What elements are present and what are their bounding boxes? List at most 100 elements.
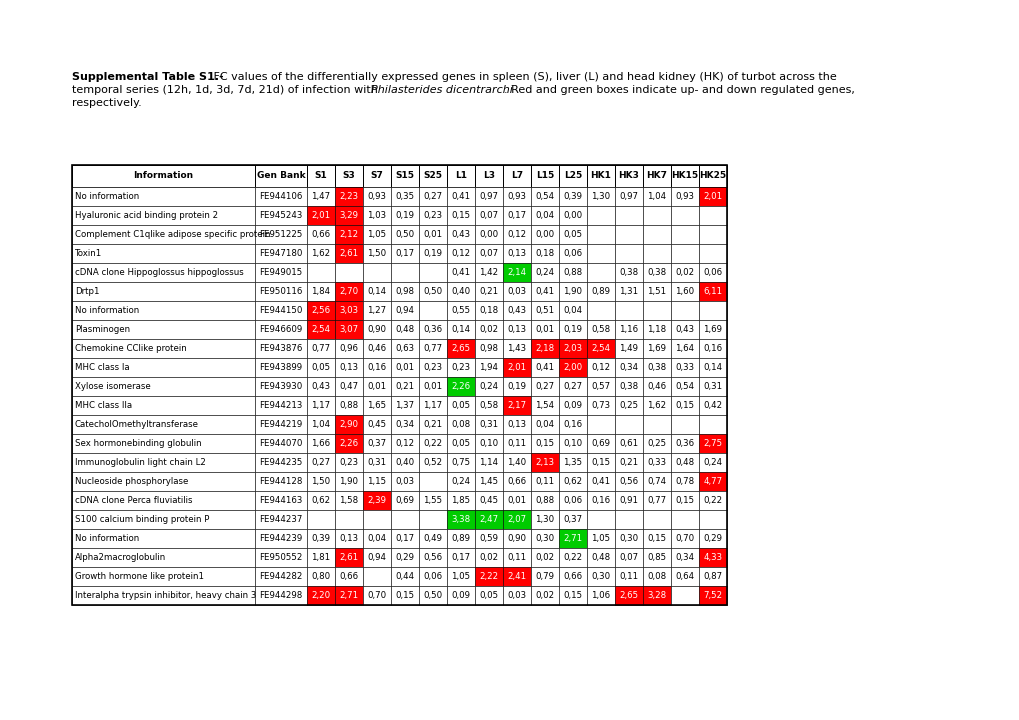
Text: 0,24: 0,24 (479, 382, 498, 391)
Bar (390, 567, 419, 586)
Text: 0,17: 0,17 (395, 249, 414, 258)
Text: 3,29: 3,29 (339, 211, 358, 220)
Text: 2,12: 2,12 (339, 230, 359, 239)
Text: 0,15: 0,15 (451, 211, 470, 220)
Text: 0,34: 0,34 (675, 553, 694, 562)
Bar (698, 225, 727, 244)
Text: HK15: HK15 (671, 171, 698, 181)
Bar (446, 358, 475, 377)
Text: 2,65: 2,65 (619, 591, 638, 600)
Bar (586, 472, 614, 491)
Bar (642, 244, 671, 263)
Bar (558, 548, 586, 567)
Bar (642, 548, 671, 567)
Text: 1,94: 1,94 (479, 363, 498, 372)
Bar (558, 225, 586, 244)
Text: Growth hormone like protein1: Growth hormone like protein1 (75, 572, 204, 581)
Bar (72, 263, 255, 282)
Bar (475, 415, 502, 434)
Text: 1,62: 1,62 (311, 249, 330, 258)
Bar (72, 225, 255, 244)
Text: 0,02: 0,02 (535, 591, 554, 600)
Bar (558, 434, 586, 453)
Bar (307, 434, 334, 453)
Bar (363, 529, 390, 548)
Bar (307, 165, 334, 187)
Text: Xylose isomerase: Xylose isomerase (75, 382, 151, 391)
Text: 0,12: 0,12 (506, 230, 526, 239)
Bar (419, 396, 446, 415)
Text: 0,01: 0,01 (423, 382, 442, 391)
Bar (363, 396, 390, 415)
Bar (614, 491, 642, 510)
Text: FE944070: FE944070 (259, 439, 303, 448)
Bar (642, 377, 671, 396)
Bar (671, 358, 698, 377)
Bar (446, 510, 475, 529)
Text: 0,41: 0,41 (451, 268, 470, 277)
Text: 0,21: 0,21 (619, 458, 638, 467)
Bar (419, 282, 446, 301)
Text: 0,78: 0,78 (675, 477, 694, 486)
Bar (558, 206, 586, 225)
Bar (614, 165, 642, 187)
Bar (475, 510, 502, 529)
Bar (334, 586, 363, 605)
Bar (475, 548, 502, 567)
Bar (614, 358, 642, 377)
Bar (390, 301, 419, 320)
Bar (390, 339, 419, 358)
Bar (586, 339, 614, 358)
Text: 0,10: 0,10 (479, 439, 498, 448)
Text: 0,38: 0,38 (647, 268, 665, 277)
Bar (698, 263, 727, 282)
Text: FE949015: FE949015 (259, 268, 303, 277)
Text: 0,43: 0,43 (506, 306, 526, 315)
Bar (586, 225, 614, 244)
Text: 0,15: 0,15 (535, 439, 554, 448)
Bar (72, 165, 255, 187)
Text: 0,88: 0,88 (339, 401, 359, 410)
Bar (614, 472, 642, 491)
Text: HK3: HK3 (618, 171, 639, 181)
Bar (614, 396, 642, 415)
Text: 1,06: 1,06 (591, 591, 610, 600)
Text: 1,64: 1,64 (675, 344, 694, 353)
Text: FE944237: FE944237 (259, 515, 303, 524)
Text: No information: No information (75, 192, 140, 201)
Bar (446, 567, 475, 586)
Text: 2,71: 2,71 (339, 591, 359, 600)
Text: 0,89: 0,89 (451, 534, 470, 543)
Text: 0,94: 0,94 (367, 553, 386, 562)
Bar (390, 263, 419, 282)
Bar (642, 339, 671, 358)
Bar (446, 206, 475, 225)
Text: 0,73: 0,73 (591, 401, 610, 410)
Text: 0,14: 0,14 (451, 325, 470, 334)
Bar (390, 358, 419, 377)
Text: Sex hormonebinding globulin: Sex hormonebinding globulin (75, 439, 202, 448)
Text: MHC class IIa: MHC class IIa (75, 401, 132, 410)
Text: S3: S3 (342, 171, 355, 181)
Bar (446, 415, 475, 434)
Text: 0,93: 0,93 (507, 192, 526, 201)
Text: 2,39: 2,39 (367, 496, 386, 505)
Bar (586, 510, 614, 529)
Text: 0,16: 0,16 (562, 420, 582, 429)
Bar (502, 567, 531, 586)
Bar (614, 187, 642, 206)
Text: 0,87: 0,87 (703, 572, 721, 581)
Text: 1,18: 1,18 (647, 325, 665, 334)
Bar (586, 548, 614, 567)
Bar (255, 320, 307, 339)
Text: 0,30: 0,30 (591, 572, 610, 581)
Bar (502, 282, 531, 301)
Bar (419, 453, 446, 472)
Bar (307, 472, 334, 491)
Text: 0,22: 0,22 (562, 553, 582, 562)
Bar (531, 358, 558, 377)
Bar (586, 377, 614, 396)
Text: 0,27: 0,27 (535, 382, 554, 391)
Text: 0,40: 0,40 (395, 458, 414, 467)
Text: CatecholOmethyltransferase: CatecholOmethyltransferase (75, 420, 199, 429)
